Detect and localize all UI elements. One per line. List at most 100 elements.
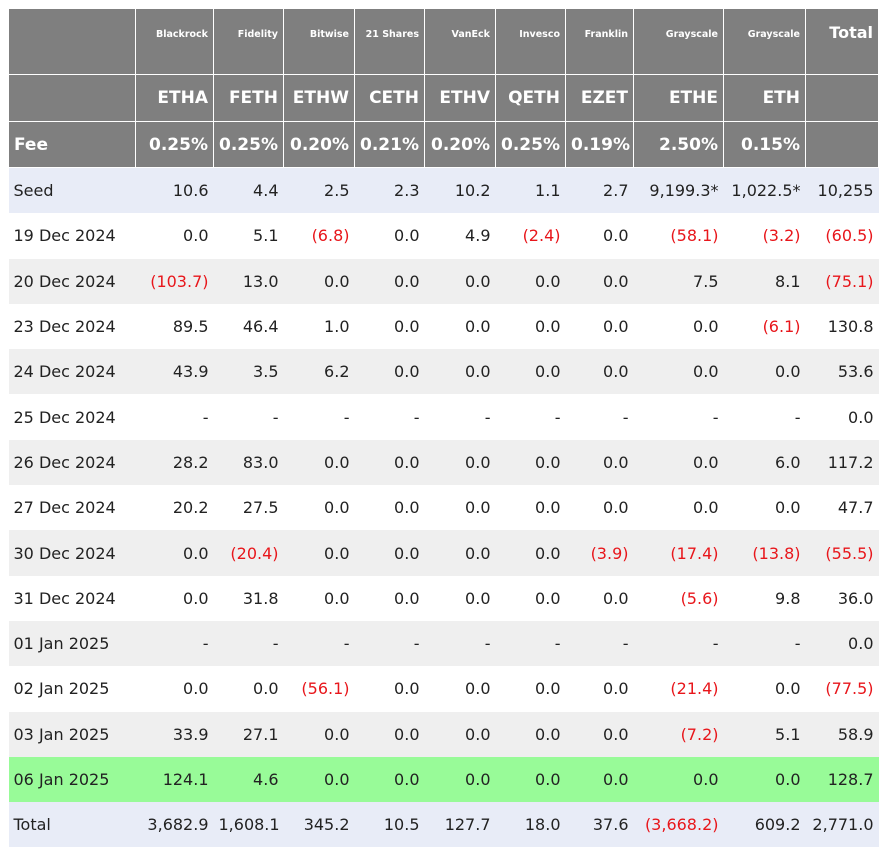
row-total-cell: 36.0 [806, 576, 879, 621]
flow-value-cell: - [284, 394, 355, 439]
row-total-cell: 0.0 [806, 621, 879, 666]
etf-flows-table: Blackrock Fidelity Bitwise 21 Shares Van… [8, 8, 879, 847]
flow-value-cell: 0.0 [355, 712, 425, 757]
row-total-cell: 117.2 [806, 440, 879, 485]
flow-value-cell: 10.2 [425, 168, 496, 214]
flow-value-cell: 1.0 [284, 304, 355, 349]
row-label-cell: 02 Jan 2025 [9, 666, 136, 711]
row-label-cell: Seed [9, 168, 136, 214]
ticker-row: ETHA FETH ETHW CETH ETHV QETH EZET ETHE … [9, 75, 879, 122]
flow-value-cell: - [566, 394, 634, 439]
flow-value-cell: (6.8) [284, 213, 355, 258]
flow-value-cell: 27.1 [214, 712, 284, 757]
flow-value-cell: 4.9 [425, 213, 496, 258]
flow-value-cell: 0.0 [425, 304, 496, 349]
flow-value-cell: 0.0 [724, 666, 806, 711]
flow-value-cell: 4.4 [214, 168, 284, 214]
flow-value-cell: - [724, 394, 806, 439]
issuer-cell-grayscale-ethe: Grayscale [634, 9, 724, 75]
table-header: Blackrock Fidelity Bitwise 21 Shares Van… [9, 9, 879, 168]
flow-value-cell: 6.2 [284, 349, 355, 394]
row-total-cell: (60.5) [806, 213, 879, 258]
flow-value-cell: - [634, 621, 724, 666]
flow-value-cell: 10.5 [355, 802, 425, 847]
ticker-cell: ETHA [136, 75, 214, 122]
flow-value-cell: 37.6 [566, 802, 634, 847]
flow-value-cell: (20.4) [214, 530, 284, 575]
flow-value-cell: 8.1 [724, 259, 806, 304]
flow-value-cell: 0.0 [425, 712, 496, 757]
row-total-cell: (55.5) [806, 530, 879, 575]
table-row: 01 Jan 2025---------0.0 [9, 621, 879, 666]
row-label-cell: 20 Dec 2024 [9, 259, 136, 304]
flow-value-cell: 0.0 [566, 349, 634, 394]
flow-value-cell: (3,668.2) [634, 802, 724, 847]
fee-cell: 0.25% [136, 122, 214, 168]
fee-cell: 0.20% [425, 122, 496, 168]
flow-value-cell: 0.0 [566, 666, 634, 711]
flow-value-cell: 2.3 [355, 168, 425, 214]
fee-cell: 0.25% [214, 122, 284, 168]
row-total-cell: 128.7 [806, 757, 879, 802]
ticker-cell: ETHE [634, 75, 724, 122]
flow-value-cell: 0.0 [284, 259, 355, 304]
flow-value-cell: - [496, 394, 566, 439]
flow-value-cell: - [634, 394, 724, 439]
ticker-cell-corner [9, 75, 136, 122]
issuer-cell-invesco: Invesco [496, 9, 566, 75]
flow-value-cell: 2.5 [284, 168, 355, 214]
flow-value-cell: (3.9) [566, 530, 634, 575]
flow-value-cell: 0.0 [355, 666, 425, 711]
flow-value-cell: 2.7 [566, 168, 634, 214]
flow-value-cell: 0.0 [425, 666, 496, 711]
fee-cell: 0.21% [355, 122, 425, 168]
flow-value-cell: (2.4) [496, 213, 566, 258]
fee-cell: 0.25% [496, 122, 566, 168]
row-label-cell: 25 Dec 2024 [9, 394, 136, 439]
flow-value-cell: 0.0 [496, 576, 566, 621]
flow-value-cell: 0.0 [566, 304, 634, 349]
flow-value-cell: 0.0 [136, 666, 214, 711]
flow-value-cell: - [724, 621, 806, 666]
flow-value-cell: - [355, 394, 425, 439]
flow-value-cell: 27.5 [214, 485, 284, 530]
issuer-cell-franklin: Franklin [566, 9, 634, 75]
flow-value-cell: 46.4 [214, 304, 284, 349]
row-label-cell: Total [9, 802, 136, 847]
flow-value-cell: 0.0 [724, 349, 806, 394]
flow-value-cell: 0.0 [425, 530, 496, 575]
flow-value-cell: 0.0 [634, 304, 724, 349]
flow-value-cell: 0.0 [496, 349, 566, 394]
flow-value-cell: (56.1) [284, 666, 355, 711]
flow-value-cell: 0.0 [136, 576, 214, 621]
flow-value-cell: (13.8) [724, 530, 806, 575]
flow-value-cell: 0.0 [496, 712, 566, 757]
issuer-row: Blackrock Fidelity Bitwise 21 Shares Van… [9, 9, 879, 75]
flow-value-cell: 0.0 [425, 440, 496, 485]
flow-value-cell: 0.0 [355, 213, 425, 258]
row-total-cell: 58.9 [806, 712, 879, 757]
row-label-cell: 03 Jan 2025 [9, 712, 136, 757]
flow-value-cell: 0.0 [425, 576, 496, 621]
flow-value-cell: 0.0 [284, 485, 355, 530]
flow-value-cell: 0.0 [284, 530, 355, 575]
fee-row: Fee 0.25% 0.25% 0.20% 0.21% 0.20% 0.25% … [9, 122, 879, 168]
flow-value-cell: 0.0 [355, 485, 425, 530]
flow-value-cell: 0.0 [566, 757, 634, 802]
flow-value-cell: 10.6 [136, 168, 214, 214]
etf-flows-table-container: Blackrock Fidelity Bitwise 21 Shares Van… [8, 8, 878, 847]
flow-value-cell: 0.0 [355, 530, 425, 575]
flow-value-cell: 0.0 [496, 259, 566, 304]
flow-value-cell: 0.0 [355, 757, 425, 802]
flow-value-cell: (21.4) [634, 666, 724, 711]
fee-cell: 0.19% [566, 122, 634, 168]
flow-value-cell: 0.0 [566, 576, 634, 621]
flow-value-cell: 0.0 [355, 440, 425, 485]
flow-value-cell: 7.5 [634, 259, 724, 304]
flow-value-cell: 0.0 [496, 485, 566, 530]
